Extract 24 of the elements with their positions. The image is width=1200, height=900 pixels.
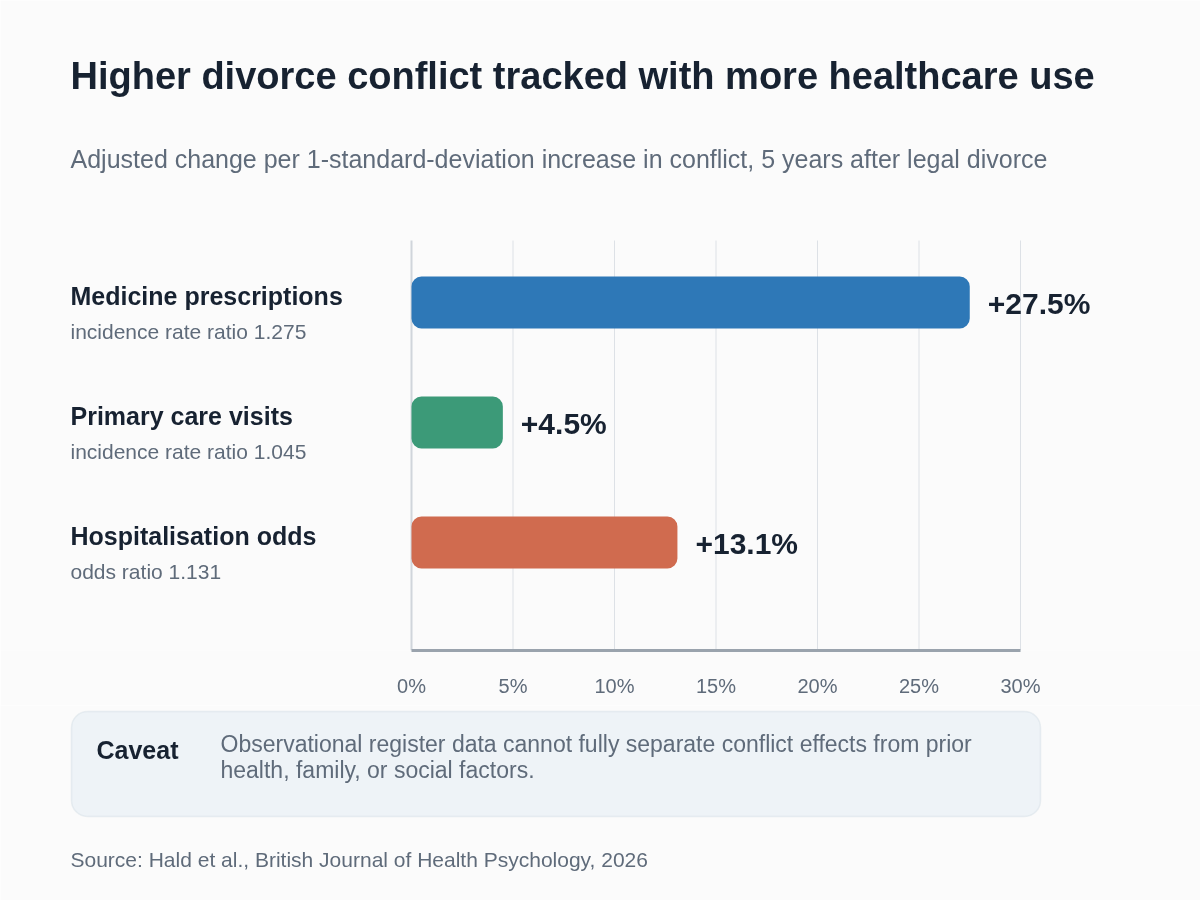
text: Caveat [96, 735, 180, 764]
bar [411, 276, 970, 329]
x-tick-label: 10% [594, 674, 635, 697]
x-tick-label: 20% [797, 674, 838, 697]
bar [411, 516, 678, 569]
y-tick-label: Primary care visits [70, 401, 293, 430]
x-tick-label: 30% [1000, 674, 1041, 697]
x-tick-label: 15% [695, 674, 737, 697]
chart-title: Higher divorce conflict tracked with more healthcare use [70, 54, 1095, 97]
x-tick-label: 25% [898, 674, 940, 697]
text: incidence rate ratio 1.275 [70, 320, 307, 343]
x-tick-label: 5% [498, 674, 528, 697]
y-tick-label: Hospitalisation odds [70, 521, 317, 550]
data-label: +13.1% [695, 526, 799, 560]
bar [411, 396, 503, 449]
source-note: Source: Hald et al., British Journal of Health Psychology, 2026 [70, 848, 648, 871]
text: odds ratio 1.131 [70, 560, 222, 583]
chart-subtitle: Adjusted change per 1-standard-deviation increase in conflict, 5 years after legal divorce [70, 144, 1048, 173]
x-tick-label: 0% [397, 674, 427, 697]
data-label: +27.5% [987, 286, 1091, 320]
text: incidence rate ratio 1.045 [70, 440, 307, 463]
data-label: +4.5% [520, 406, 607, 440]
y-tick-label: Medicine prescriptions [70, 281, 343, 310]
text: Observational register data cannot fully separate conflict effects from prior health, family, or social factors. [220, 730, 973, 783]
